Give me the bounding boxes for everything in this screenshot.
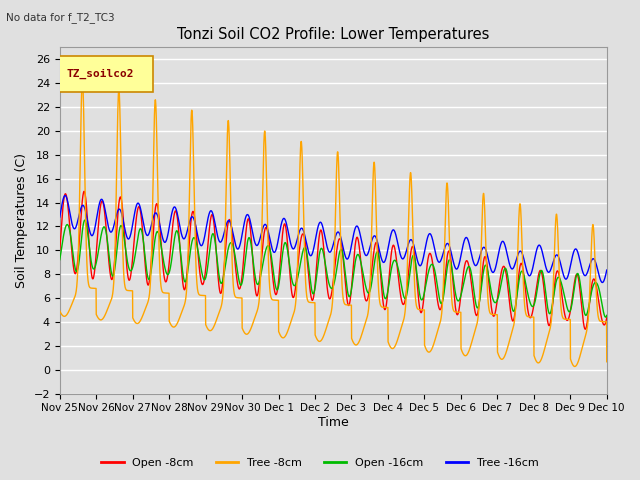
Y-axis label: Soil Temperatures (C): Soil Temperatures (C) xyxy=(15,153,28,288)
Text: TZ_soilco2: TZ_soilco2 xyxy=(67,69,134,80)
FancyBboxPatch shape xyxy=(57,56,153,92)
Legend: Open -8cm, Tree -8cm, Open -16cm, Tree -16cm: Open -8cm, Tree -8cm, Open -16cm, Tree -… xyxy=(97,453,543,472)
Text: No data for f_T2_TC3: No data for f_T2_TC3 xyxy=(6,12,115,23)
Title: Tonzi Soil CO2 Profile: Lower Temperatures: Tonzi Soil CO2 Profile: Lower Temperatur… xyxy=(177,27,490,42)
X-axis label: Time: Time xyxy=(318,416,349,429)
